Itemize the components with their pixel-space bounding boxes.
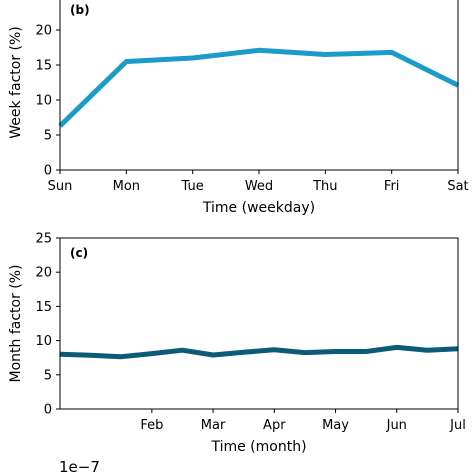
y-tick-label: 20 (35, 266, 52, 281)
y-tick-label: 25 (35, 232, 52, 247)
y-tick-label: 20 (35, 24, 52, 39)
x-tick-label: Sat (447, 179, 468, 194)
x-tick-label: Jul (449, 418, 466, 433)
y-tick-label: 10 (35, 334, 52, 349)
y-tick-label: 0 (44, 403, 52, 418)
series-line (59, 344, 459, 360)
plot-frame (59, 237, 459, 410)
panel-label: (b) (70, 3, 90, 17)
y-tick-label: 0 (44, 164, 52, 179)
y-axis-label: Week factor (%) (8, 26, 24, 139)
month-factor-chart: 0 5 10 15 20 25 Feb Mar Apr May Jun Jul (c) Time (mon… (8, 232, 466, 456)
y-tick-label: 5 (44, 129, 52, 144)
x-tick-label: May (322, 418, 349, 433)
x-tick-label: Apr (263, 418, 286, 433)
y-tick-label: 25 (35, 0, 52, 4)
x-tick-label: Mar (201, 418, 226, 433)
x-tick-label: Thu (312, 179, 337, 194)
exponent-offset-label: 1e−7 (59, 458, 100, 474)
y-tick-label: 10 (35, 94, 52, 109)
x-tick-label: Tue (181, 179, 204, 194)
series-line (58, 47, 460, 128)
y-axis-label: Month factor (%) (8, 264, 24, 382)
week-factor-chart: 0 5 10 15 20 25 Sun Mon Tue Wed Thu Fri Sat (b) Time (… (8, 0, 469, 216)
plot-frame (59, 0, 459, 171)
x-tick-label: Sun (48, 179, 73, 194)
panel-label: (c) (70, 246, 88, 260)
x-tick-label: Jun (386, 418, 407, 433)
x-tick-label: Mon (113, 179, 140, 194)
x-axis-label: Time (weekday) (202, 200, 315, 216)
x-tick-label: Fri (384, 179, 400, 194)
x-tick-label: Feb (140, 418, 163, 433)
y-tick-label: 15 (35, 300, 52, 315)
x-tick-label: Wed (245, 179, 273, 194)
x-axis-label: Time (month) (210, 439, 306, 455)
y-tick-label: 5 (44, 368, 52, 383)
y-tick-label: 15 (35, 59, 52, 74)
